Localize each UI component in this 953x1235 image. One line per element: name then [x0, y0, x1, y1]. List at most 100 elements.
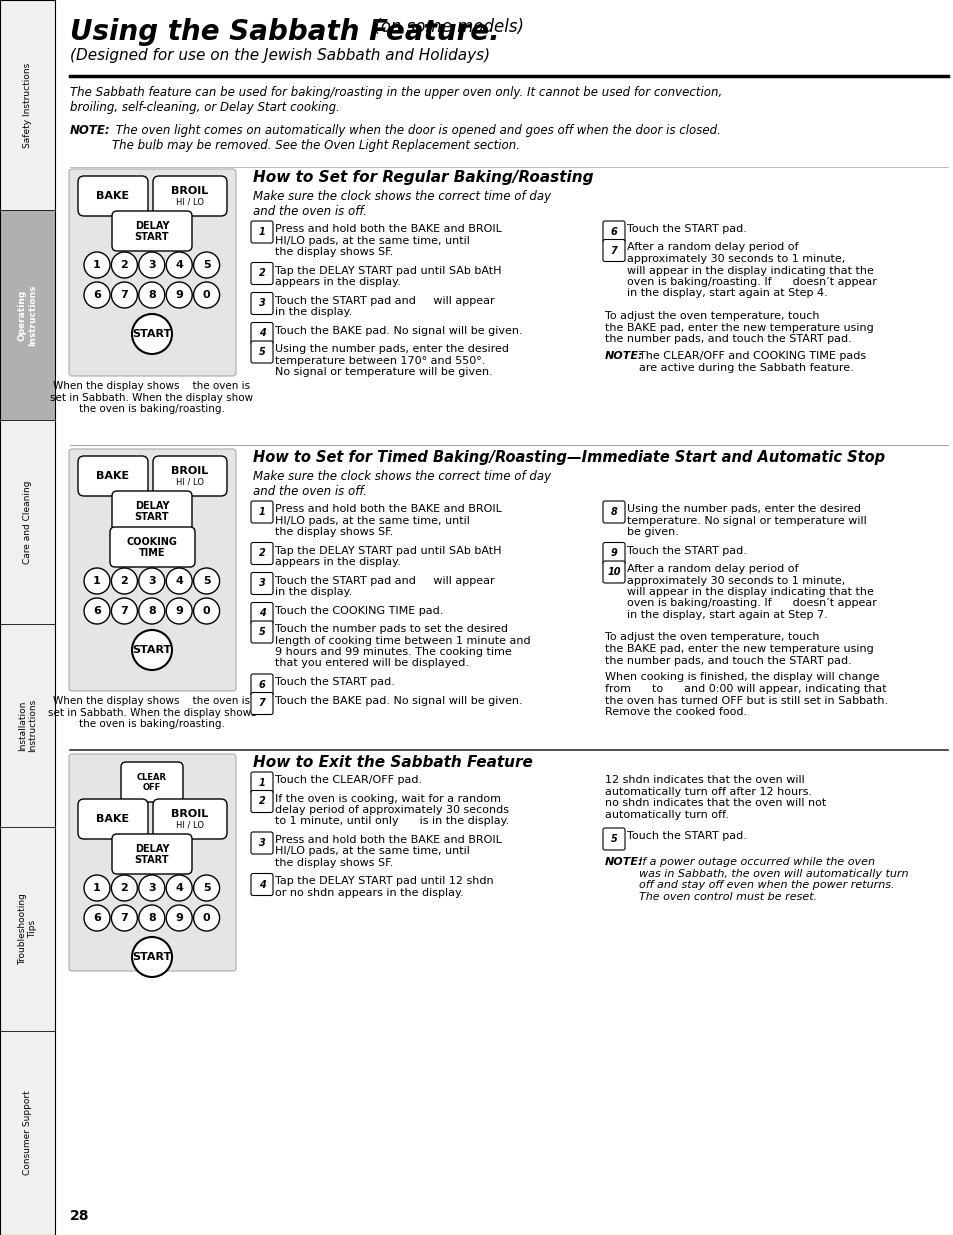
Circle shape — [166, 876, 192, 902]
Text: Touch the START pad and     will appear: Touch the START pad and will appear — [274, 576, 494, 585]
Circle shape — [112, 568, 137, 594]
Text: the display shows SF.: the display shows SF. — [274, 247, 393, 257]
Text: the display shows SF.: the display shows SF. — [274, 527, 393, 537]
FancyBboxPatch shape — [112, 834, 192, 874]
Text: 9: 9 — [610, 548, 617, 558]
Text: 7: 7 — [120, 290, 128, 300]
Text: (on some models): (on some models) — [369, 19, 523, 36]
Text: Tap the DELAY START pad until SAb bAtH: Tap the DELAY START pad until SAb bAtH — [274, 546, 501, 556]
Text: in the display.: in the display. — [274, 587, 352, 597]
Text: 3: 3 — [148, 883, 155, 893]
Text: 5: 5 — [258, 347, 265, 357]
Text: Installation
Instructions: Installation Instructions — [18, 699, 37, 752]
FancyBboxPatch shape — [251, 832, 273, 853]
Text: Make sure the clock shows the correct time of day
and the oven is off.: Make sure the clock shows the correct ti… — [253, 190, 551, 219]
Text: 3: 3 — [148, 576, 155, 585]
Text: BAKE: BAKE — [96, 471, 130, 480]
Text: 1: 1 — [93, 883, 101, 893]
Circle shape — [132, 314, 172, 354]
Text: in the display, start again at Step 4.: in the display, start again at Step 4. — [626, 289, 827, 299]
Circle shape — [112, 598, 137, 624]
Text: Touch the BAKE pad. No signal will be given.: Touch the BAKE pad. No signal will be gi… — [274, 326, 522, 336]
Text: 6: 6 — [93, 606, 101, 616]
Text: Press and hold both the BAKE and BROIL: Press and hold both the BAKE and BROIL — [274, 224, 501, 233]
FancyBboxPatch shape — [69, 169, 235, 375]
Circle shape — [132, 937, 172, 977]
Bar — [0, 1031, 55, 1235]
Circle shape — [193, 252, 219, 278]
Text: After a random delay period of: After a random delay period of — [626, 242, 798, 252]
Text: DELAY: DELAY — [134, 501, 169, 511]
FancyBboxPatch shape — [602, 561, 624, 583]
Text: Touch the COOKING TIME pad.: Touch the COOKING TIME pad. — [274, 605, 443, 615]
Text: 9: 9 — [175, 606, 183, 616]
Text: 3: 3 — [258, 299, 265, 309]
Text: appears in the display.: appears in the display. — [274, 557, 400, 567]
Circle shape — [84, 905, 110, 931]
Text: 6: 6 — [258, 680, 265, 690]
Circle shape — [112, 876, 137, 902]
Text: (Designed for use on the Jewish Sabbath and Holidays): (Designed for use on the Jewish Sabbath … — [70, 48, 490, 63]
Text: Touch the START pad.: Touch the START pad. — [626, 224, 746, 233]
FancyBboxPatch shape — [69, 755, 235, 971]
Bar — [0, 210, 55, 420]
Text: START: START — [132, 645, 172, 655]
FancyBboxPatch shape — [602, 240, 624, 262]
FancyBboxPatch shape — [251, 293, 273, 315]
Text: approximately 30 seconds to 1 minute,: approximately 30 seconds to 1 minute, — [626, 576, 844, 585]
Text: Make sure the clock shows the correct time of day
and the oven is off.: Make sure the clock shows the correct ti… — [253, 471, 551, 498]
Text: 0: 0 — [203, 606, 211, 616]
Text: HI/LO pads, at the same time, until: HI/LO pads, at the same time, until — [274, 236, 470, 246]
Text: Touch the START pad.: Touch the START pad. — [626, 831, 746, 841]
Text: After a random delay period of: After a random delay period of — [626, 564, 798, 574]
Text: or no shdn appears in the display.: or no shdn appears in the display. — [274, 888, 463, 898]
Text: 9: 9 — [175, 290, 183, 300]
FancyBboxPatch shape — [112, 492, 192, 531]
Text: 5: 5 — [203, 261, 211, 270]
Text: COOKING: COOKING — [127, 537, 177, 547]
Text: BAKE: BAKE — [96, 191, 130, 201]
Circle shape — [112, 252, 137, 278]
Text: 2: 2 — [120, 261, 128, 270]
Circle shape — [193, 876, 219, 902]
FancyBboxPatch shape — [152, 799, 227, 839]
Text: appears in the display.: appears in the display. — [274, 277, 400, 287]
Circle shape — [112, 905, 137, 931]
Text: BAKE: BAKE — [96, 814, 130, 824]
Text: in the display.: in the display. — [274, 308, 352, 317]
FancyBboxPatch shape — [152, 177, 227, 216]
Text: 8: 8 — [610, 508, 617, 517]
Text: 0: 0 — [203, 290, 211, 300]
Circle shape — [166, 905, 192, 931]
FancyBboxPatch shape — [251, 873, 273, 895]
Text: When the display shows    the oven is
set in Sabbath. When the display show
the : When the display shows the oven is set i… — [51, 382, 253, 414]
Text: Touch the START pad and     will appear: Touch the START pad and will appear — [274, 295, 494, 305]
Text: To adjust the oven temperature, touch
the BAKE pad, enter the new temperature us: To adjust the oven temperature, touch th… — [604, 632, 873, 666]
Circle shape — [84, 252, 110, 278]
Text: will appear in the display indicating that the: will appear in the display indicating th… — [626, 266, 873, 275]
Text: oven is baking/roasting. If      doesn’t appear: oven is baking/roasting. If doesn’t appe… — [626, 277, 876, 287]
Text: that you entered will be displayed.: that you entered will be displayed. — [274, 658, 469, 668]
Text: BROIL: BROIL — [172, 466, 209, 475]
Text: BROIL: BROIL — [172, 809, 209, 819]
Text: delay period of approximately 30 seconds: delay period of approximately 30 seconds — [274, 805, 509, 815]
Text: NOTE:: NOTE: — [604, 351, 643, 361]
FancyBboxPatch shape — [121, 762, 183, 802]
Text: 3: 3 — [148, 261, 155, 270]
Text: Using the number pads, enter the desired: Using the number pads, enter the desired — [626, 504, 861, 514]
Text: 6: 6 — [610, 227, 617, 237]
Circle shape — [84, 568, 110, 594]
Text: 10: 10 — [607, 567, 620, 577]
Text: 28: 28 — [70, 1209, 90, 1223]
FancyBboxPatch shape — [112, 211, 192, 251]
Text: No signal or temperature will be given.: No signal or temperature will be given. — [274, 367, 493, 377]
Text: 7: 7 — [610, 246, 617, 256]
Text: in the display, start again at Step 7.: in the display, start again at Step 7. — [626, 610, 827, 620]
FancyBboxPatch shape — [602, 827, 624, 850]
FancyBboxPatch shape — [251, 501, 273, 522]
Text: START: START — [134, 855, 169, 864]
FancyBboxPatch shape — [602, 501, 624, 522]
Text: 5: 5 — [203, 576, 211, 585]
Text: 7: 7 — [258, 699, 265, 709]
Text: 12 shdn indicates that the oven will
automatically turn off after 12 hours.
no s: 12 shdn indicates that the oven will aut… — [604, 776, 825, 820]
